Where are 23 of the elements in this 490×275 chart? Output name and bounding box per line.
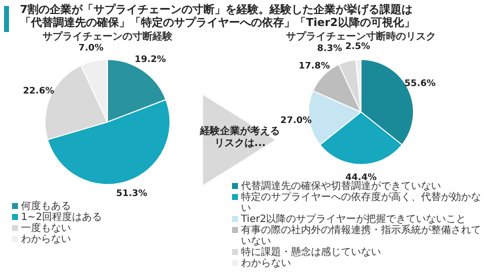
data-label: 19.2% (134, 55, 166, 66)
chart-title: サプライチェーン寸断時のリスク (286, 30, 436, 43)
legend-label: 有事の際の社内外の情報連携・指示系統が整備されていない (241, 225, 482, 247)
legend-label: 特に課題・懸念は感じていない (241, 247, 381, 258)
data-label: 2.5% (345, 42, 370, 52)
data-label: 8.3% (317, 44, 342, 54)
legend-label: Tier2以降のサプライヤーが把握できていないこと (241, 214, 466, 225)
legend-label: 一度もない (21, 223, 71, 234)
legend-label: わからない (21, 234, 71, 245)
data-label: 55.6% (404, 78, 436, 89)
chart-title: サプライチェーンの寸断経験 (42, 30, 174, 43)
data-label: 7.0% (78, 44, 104, 54)
legend-label: 代替調達先の確保や切替調達ができていない (241, 181, 441, 192)
legend-label: わからない (241, 258, 291, 269)
data-label: 22.6% (23, 86, 54, 96)
text: 経験企業が考えるリスクは... (198, 126, 281, 150)
data-label: 17.8% (298, 62, 330, 72)
text: 7割の企業が「サプライチェーンの寸断」を経験。経験した企業が挙げる課題は「代替調達先の確保」「特定のサプライヤーへの依存」「Tier2以降の可視化」 (20, 3, 416, 29)
legend-label: 1~2回程度はある (21, 212, 102, 223)
legend-label: 何度もある (21, 201, 71, 212)
legend-label: 特定のサプライヤーへの依存度が高く、代替が効かない (241, 192, 482, 214)
data-label: 27.0% (280, 116, 312, 126)
data-label: 51.3% (116, 188, 148, 199)
